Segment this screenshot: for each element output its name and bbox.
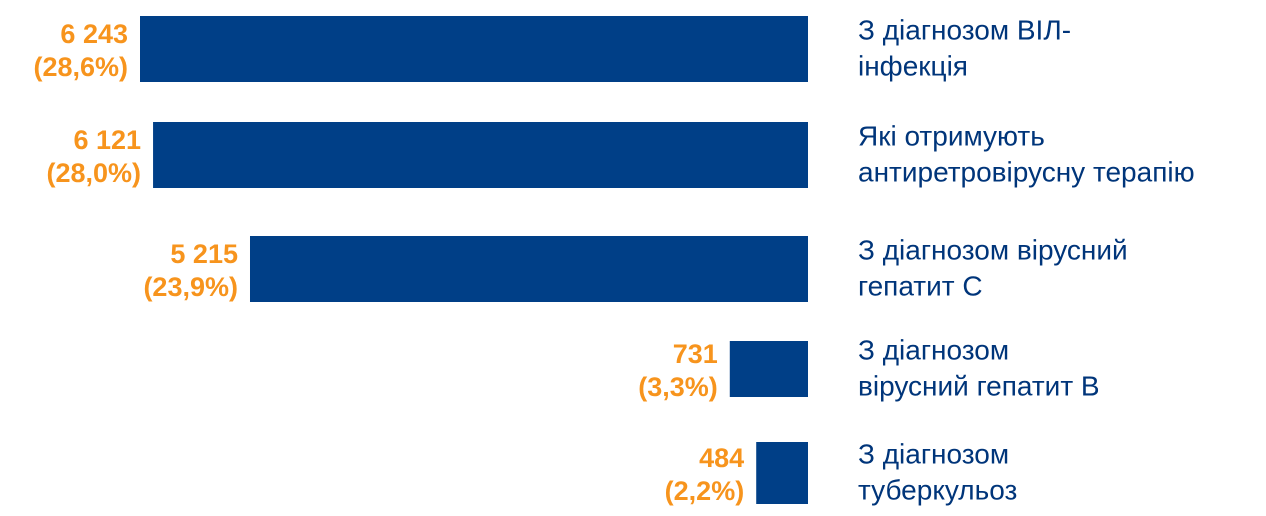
bar — [729, 341, 808, 397]
share-label: (3,3%) — [638, 372, 718, 402]
category-label: вірусний гепатит В — [858, 370, 1100, 401]
category-label: інфекція — [858, 50, 968, 81]
value-label: 731 — [673, 339, 718, 369]
share-label: (28,0%) — [47, 158, 142, 188]
value-label: 6 121 — [73, 125, 141, 155]
bar — [756, 442, 808, 504]
value-label: 5 215 — [170, 239, 238, 269]
value-label: 6 243 — [60, 19, 128, 49]
share-label: (23,9%) — [143, 272, 238, 302]
category-label: З діагнозом — [858, 438, 1009, 469]
value-label: 484 — [699, 443, 744, 473]
category-label: З діагнозом вірусний — [858, 234, 1128, 265]
share-label: (28,6%) — [33, 52, 128, 82]
bar — [153, 122, 809, 188]
category-label: гепатит С — [858, 270, 983, 301]
category-label: З діагнозом ВІЛ- — [858, 14, 1071, 45]
category-label: З діагнозом — [858, 334, 1009, 365]
bar — [249, 236, 808, 302]
bar — [140, 16, 808, 82]
category-label: Які отримують — [858, 120, 1045, 151]
category-label: антиретровірусну терапію — [858, 156, 1195, 187]
share-label: (2,2%) — [665, 476, 745, 506]
category-label: туберкульоз — [858, 474, 1017, 505]
